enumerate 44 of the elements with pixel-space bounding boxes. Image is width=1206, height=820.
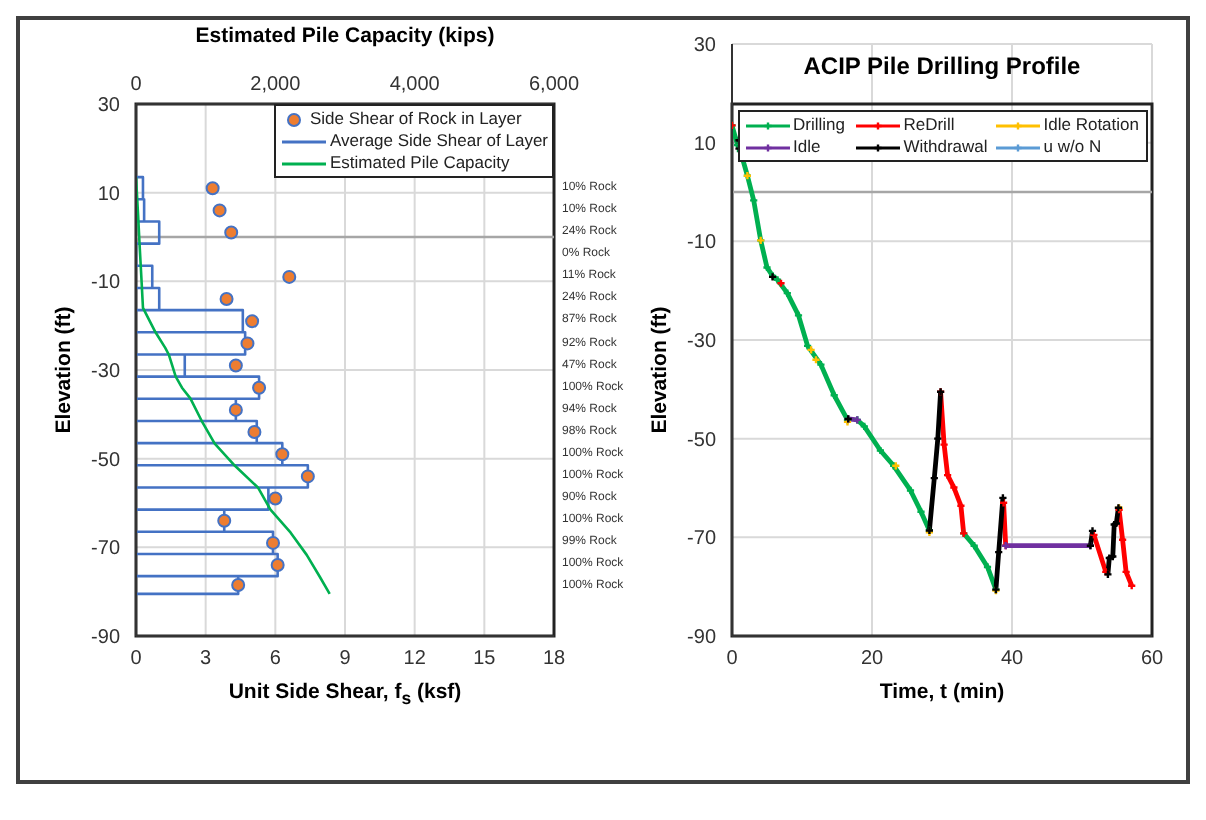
x-tick-label: 9	[339, 648, 352, 671]
y-tick-label: -70	[687, 528, 717, 551]
y-tick-label: -70	[91, 538, 121, 561]
y-tick-label: -10	[91, 272, 121, 295]
x-tick-label: 6	[269, 648, 282, 671]
x-tick-label: 3	[200, 648, 213, 671]
chart-title: ACIP Pile Drilling Profile	[803, 52, 1081, 80]
x-tick-label: 18	[542, 648, 566, 671]
y-tick-label: -30	[687, 331, 717, 354]
y-axis-title: Elevation (ft)	[52, 306, 76, 434]
y-tick-label: -50	[687, 429, 717, 452]
legend-label: Side Shear of Rock in Layer	[310, 108, 522, 130]
legend-label: Idle	[793, 136, 821, 158]
x2-tick-label: 2,000	[250, 74, 302, 96]
y-tick-label: -50	[91, 449, 121, 472]
x-tick-label: 0	[130, 648, 143, 671]
x-tick-label: 15	[473, 648, 497, 671]
y-tick-label: 10	[97, 183, 121, 206]
legend-label: Withdrawal	[903, 136, 988, 158]
x2-tick-label: 6,000	[528, 74, 580, 96]
legend-label: Average Side Shear of Layer	[330, 130, 548, 152]
legend-label: u w/o N	[1043, 136, 1102, 158]
y-axis-title: Elevation (ft)	[648, 306, 672, 434]
legend-label: Estimated Pile Capacity	[330, 152, 510, 174]
legend-label: Idle Rotation	[1043, 114, 1139, 136]
y-tick-label: -10	[687, 232, 717, 255]
x-tick-label: 60	[1140, 648, 1164, 671]
y-tick-label: -30	[91, 361, 121, 384]
x-axis-title: Time, t (min)	[879, 680, 1005, 704]
y-tick-label: 30	[97, 95, 121, 118]
y-tick-label: 30	[693, 35, 717, 58]
x-tick-label: 40	[1000, 648, 1024, 671]
y-tick-label: -90	[687, 627, 717, 650]
x2-tick-label: 0	[130, 74, 143, 96]
x-tick-label: 12	[403, 648, 427, 671]
legend-label: ReDrill	[903, 114, 955, 136]
x-tick-label: 20	[860, 648, 884, 671]
y-tick-label: 10	[693, 133, 717, 156]
legend-label: Drilling	[793, 114, 845, 136]
y-tick-label: -90	[91, 627, 121, 650]
x2-tick-label: 4,000	[389, 74, 441, 96]
x-axis-title: Unit Side Shear, f$_{s}$ (ksf)	[228, 680, 462, 709]
x-tick-label: 0	[726, 648, 739, 671]
x2-axis-title: Estimated Pile Capacity (kips)	[195, 24, 495, 48]
